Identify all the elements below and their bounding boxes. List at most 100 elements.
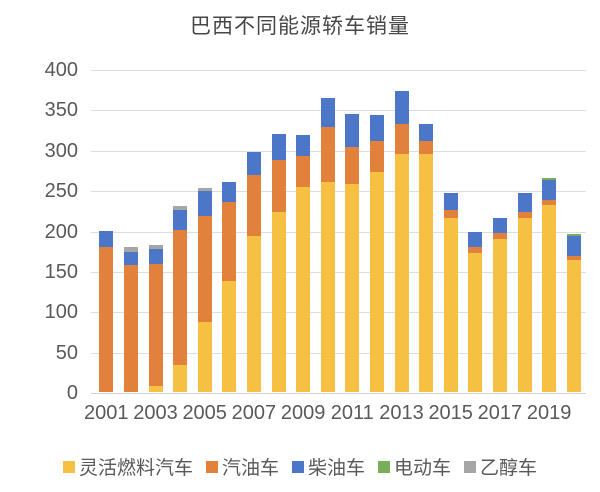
bar-segment-2013-series-2 (394, 90, 409, 124)
bar-2006 (222, 182, 237, 392)
bar-segment-2012-series-2 (369, 115, 384, 141)
bar-segment-2015-series-0 (443, 217, 458, 392)
legend-item-1: 汽油车 (205, 453, 279, 480)
bar-segment-2007-series-1 (246, 174, 261, 237)
y-tick-label-400: 400 (44, 59, 78, 81)
bar-segment-2008-series-2 (271, 133, 286, 161)
bar-segment-2014-series-0 (419, 153, 434, 392)
bar-segment-2009-series-1 (296, 156, 311, 187)
bar-segment-2011-series-2 (345, 114, 360, 147)
legend: 灵活燃料汽车 汽油车 柴油车 电动车 乙醇车 (0, 453, 600, 480)
bar-segment-2015-series-1 (443, 209, 458, 218)
bar-segment-2016-series-1 (468, 247, 483, 254)
y-tick-label-250: 250 (44, 180, 78, 203)
bar-2003 (148, 245, 163, 392)
plot-area (91, 70, 586, 394)
x-tick-label-2017: 2017 (477, 402, 523, 424)
gridline-250 (91, 191, 586, 193)
bar-2008 (271, 133, 286, 392)
bar-segment-2003-series-0 (148, 386, 163, 392)
gridline-100 (91, 312, 586, 314)
bar-segment-2005-series-2 (197, 190, 212, 216)
bar-segment-2020-series-1 (566, 255, 581, 260)
legend-swatch-icon (291, 460, 304, 473)
legend-swatch-icon (205, 460, 218, 473)
bar-segment-2008-series-0 (271, 211, 286, 392)
bar-segment-2003-series-4 (148, 245, 163, 250)
bar-segment-2010-series-1 (320, 127, 335, 183)
bar-2016 (468, 232, 483, 392)
x-tick-label-2019: 2019 (526, 402, 572, 424)
bar-2017 (492, 217, 507, 392)
bar-segment-2006-series-0 (222, 281, 237, 392)
gridline-400 (91, 70, 586, 71)
bar-segment-2010-series-0 (320, 182, 335, 392)
bar-segment-2004-series-1 (173, 229, 188, 366)
gridline-350 (91, 110, 586, 112)
y-tick-label-200: 200 (44, 220, 78, 243)
bar-segment-2020-series-0 (566, 259, 581, 392)
bar-segment-2019-series-1 (542, 199, 557, 205)
bar-2010 (320, 98, 335, 392)
bar-segment-2007-series-2 (246, 152, 261, 175)
x-tick-label-2011: 2011 (330, 402, 374, 424)
x-tick-label-2003: 2003 (133, 402, 178, 424)
bar-segment-2017-series-2 (492, 217, 507, 233)
bar-2005 (197, 187, 212, 392)
bar-segment-2011-series-1 (345, 146, 360, 184)
bar-2007 (246, 152, 261, 392)
legend-label: 乙醇车 (480, 458, 538, 479)
y-tick-label-300: 300 (44, 139, 78, 162)
bar-segment-2020-series-2 (566, 236, 581, 256)
legend-swatch-icon (378, 460, 390, 473)
bar-segment-2019-series-0 (542, 204, 557, 392)
gridline-150 (91, 271, 586, 273)
bar-2015 (443, 192, 458, 392)
bar-2001 (99, 230, 114, 392)
bar-segment-2003-series-1 (148, 263, 163, 387)
legend-item-4: 乙醇车 (464, 453, 537, 480)
y-tick-label-100: 100 (44, 301, 78, 324)
bar-segment-2019-series-2 (542, 180, 557, 200)
bar-2014 (419, 123, 434, 392)
x-tick-label-2005: 2005 (182, 402, 227, 424)
bar-segment-2019-series-3 (542, 178, 557, 181)
gridline-50 (91, 352, 586, 354)
bar-segment-2006-series-1 (222, 202, 237, 282)
bar-2011 (345, 114, 360, 392)
x-tick-label-2015: 2015 (428, 402, 473, 424)
bar-segment-2014-series-2 (419, 123, 434, 141)
bar-2013 (394, 90, 409, 392)
bar-segment-2008-series-1 (271, 160, 286, 212)
bar-segment-2012-series-0 (369, 172, 384, 392)
bar-2020 (566, 233, 581, 392)
bar-segment-2014-series-1 (419, 140, 434, 154)
bar-segment-2016-series-2 (468, 232, 483, 248)
legend-item-3: 电动车 (378, 453, 451, 480)
bar-segment-2004-series-0 (173, 365, 188, 392)
bar-segment-2017-series-1 (492, 232, 507, 239)
bar-segment-2011-series-0 (345, 183, 360, 392)
y-tick-label-50: 50 (55, 341, 78, 364)
gridline-0 (91, 393, 586, 394)
x-tick-label-2007: 2007 (231, 402, 277, 424)
bar-segment-2012-series-1 (369, 140, 384, 173)
chart-title: 巴西不同能源轿车销量 (190, 15, 410, 38)
y-tick-label-350: 350 (44, 99, 78, 122)
bar-segment-2005-series-1 (197, 215, 212, 322)
bar-segment-2013-series-0 (394, 153, 409, 392)
gridline-200 (91, 231, 586, 233)
bar-2002 (123, 247, 138, 392)
bar-2019 (542, 178, 557, 392)
legend-label: 灵活燃料汽车 (78, 458, 193, 479)
bar-2018 (517, 193, 532, 392)
x-tick-label-2009: 2009 (280, 402, 326, 424)
bar-segment-2020-series-3 (566, 233, 581, 237)
bar-segment-2009-series-2 (296, 135, 311, 157)
bar-segment-2013-series-1 (394, 123, 409, 154)
bar-segment-2003-series-2 (148, 249, 163, 264)
bar-segment-2009-series-0 (296, 186, 311, 392)
bar-segment-2002-series-4 (123, 247, 138, 252)
bar-segment-2018-series-0 (517, 217, 532, 392)
